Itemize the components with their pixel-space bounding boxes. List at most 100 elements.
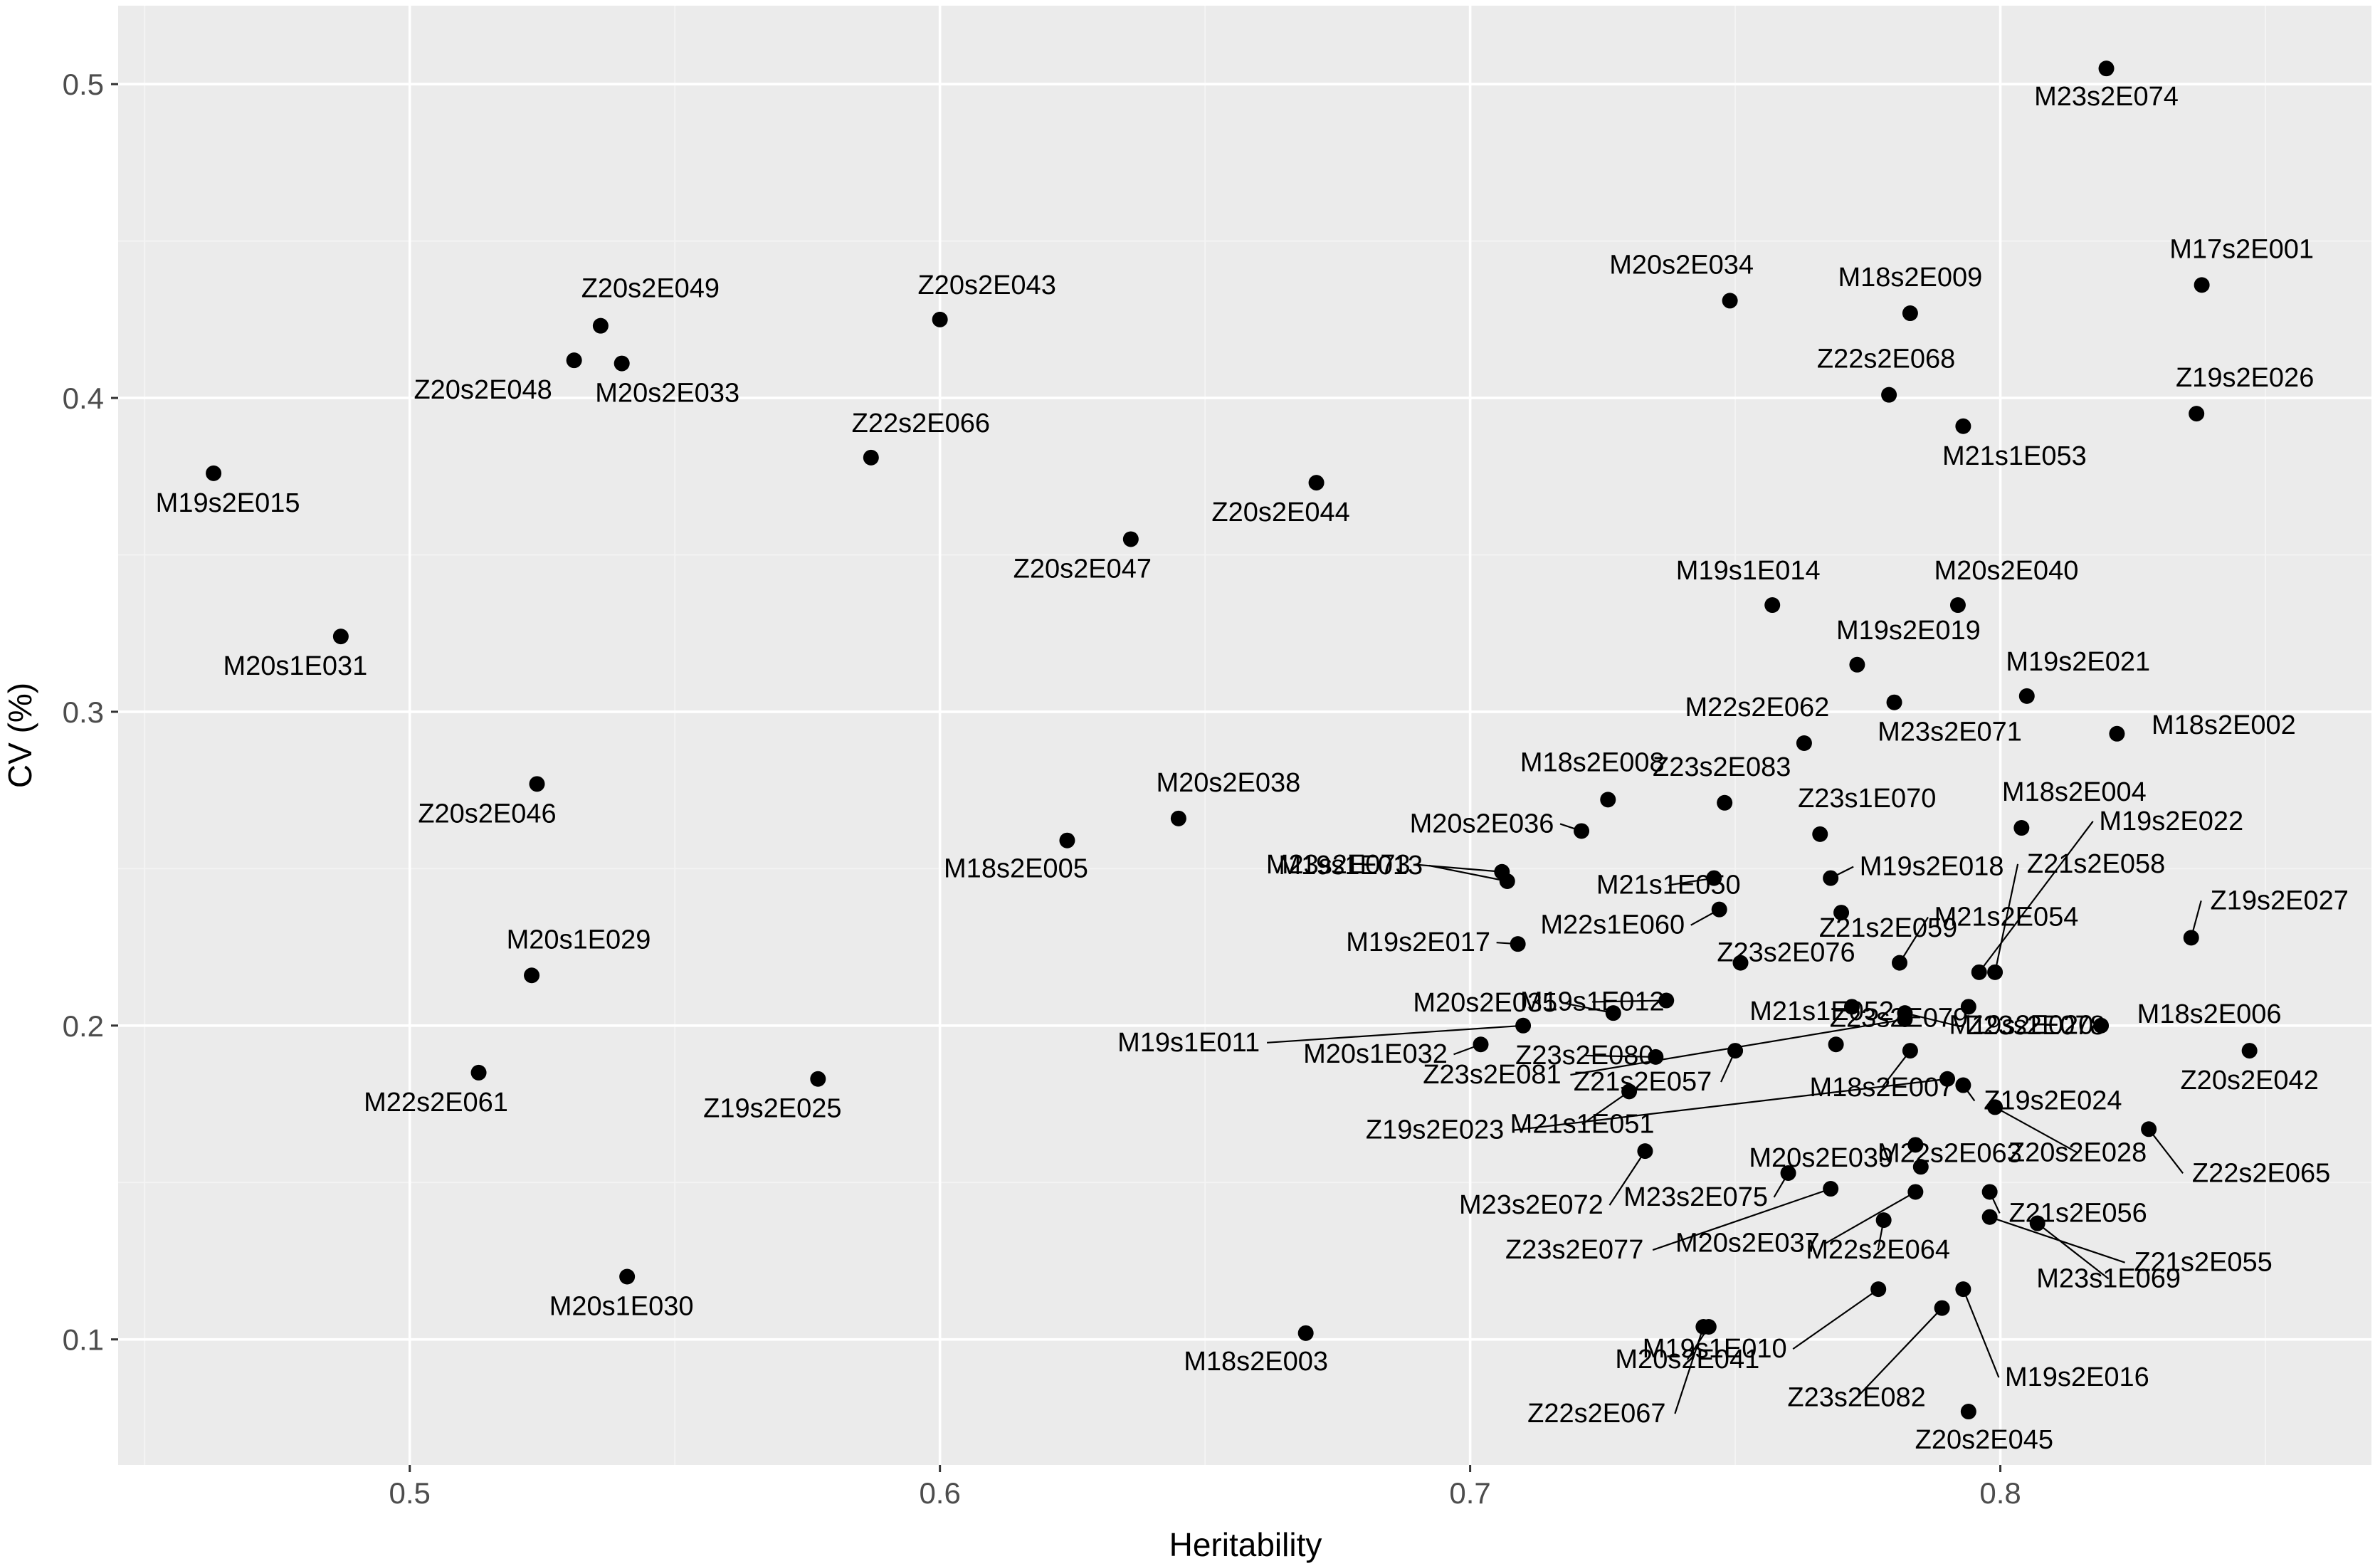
label-leader-line — [1652, 1188, 1831, 1251]
data-point — [1637, 1143, 1653, 1160]
x-tick-label: 0.8 — [1979, 1476, 2021, 1510]
data-point — [1780, 1165, 1796, 1181]
x-tick-label: 0.7 — [1449, 1476, 1490, 1510]
data-point — [1939, 1071, 1956, 1087]
point-label: Z20s2E048 — [414, 375, 552, 405]
label-leader-line — [2037, 1222, 2110, 1280]
point-label: Z21s2E055 — [2134, 1248, 2272, 1278]
point-label: M20s2E039 — [1749, 1143, 1893, 1173]
point-label: M23s2E074 — [2034, 82, 2179, 112]
y-axis-title: CV (%) — [1, 683, 38, 788]
data-point — [592, 317, 609, 334]
data-point — [1833, 905, 1850, 921]
point-label: M19s1E014 — [1676, 556, 1821, 586]
point-label: M20s2E041 — [1615, 1345, 1759, 1375]
data-point — [1812, 826, 1828, 842]
data-point — [1621, 1083, 1638, 1100]
data-point — [1122, 531, 1139, 547]
data-point — [1574, 823, 1590, 839]
point-label: M21s1E050 — [1596, 871, 1741, 900]
data-point — [863, 449, 879, 466]
data-point — [1823, 1181, 1839, 1197]
data-point — [932, 311, 948, 327]
x-tick-label: 0.5 — [389, 1476, 431, 1510]
point-label: Z20s2E043 — [917, 270, 1055, 300]
data-point — [1695, 1319, 1712, 1335]
data-point — [1955, 1281, 1971, 1298]
data-point — [1960, 999, 1976, 1015]
point-label: M18s2E006 — [2137, 999, 2282, 1029]
data-point — [1823, 870, 1839, 886]
data-point — [1658, 992, 1675, 1009]
label-leader-line — [1608, 1150, 1646, 1206]
axes: 0.5 0.6 0.7 0.8 0.1 0.2 0.3 0.4 0.5 — [63, 68, 2021, 1510]
point-label: Z22s2E066 — [852, 409, 990, 438]
data-point — [1717, 794, 1733, 811]
data-point — [1960, 1404, 1976, 1420]
point-label: M20s1E032 — [1303, 1039, 1448, 1069]
point-label: Z23s2E077 — [1505, 1235, 1643, 1265]
label-leader-line — [1792, 1288, 1879, 1350]
point-label: M21s1E053 — [1942, 441, 2087, 471]
point-label: Z21s2E058 — [2027, 849, 2165, 879]
label-leader-line — [1994, 1106, 2078, 1154]
point-label: Z21s2E059 — [1819, 913, 1957, 943]
data-point — [1881, 387, 1897, 403]
point-label: Z23s2E078 — [1966, 1011, 2105, 1041]
label-leader-line — [1905, 1012, 1958, 1027]
point-label: Z21s2E056 — [2008, 1198, 2147, 1228]
data-points — [206, 61, 2258, 1420]
data-point — [1732, 955, 1749, 971]
data-point — [529, 776, 545, 792]
grid-lines — [118, 6, 2371, 1465]
point-label: M18s2E007 — [1809, 1073, 1954, 1103]
label-leader-line — [1592, 999, 1667, 1003]
data-point — [1902, 305, 1918, 322]
point-label: Z19s2E025 — [703, 1094, 841, 1124]
data-point — [2141, 1121, 2157, 1137]
label-leader-line — [1428, 864, 1507, 883]
point-label: Z20s2E042 — [2180, 1066, 2318, 1095]
point-label: M23s2E072 — [1459, 1190, 1604, 1220]
data-point — [2194, 277, 2210, 293]
data-point — [1897, 1011, 1913, 1027]
data-point — [206, 465, 222, 481]
point-label: Z20s2E045 — [1915, 1425, 2053, 1455]
point-label: M19s2E018 — [1860, 852, 2004, 882]
data-point — [619, 1268, 636, 1285]
y-tick-label: 0.4 — [63, 382, 104, 415]
label-leader-line — [1978, 821, 2094, 973]
plot-panel — [118, 6, 2371, 1465]
data-point — [2093, 1017, 2110, 1034]
data-point — [2029, 1215, 2045, 1231]
point-label: M20s2E033 — [595, 379, 739, 409]
data-point — [1892, 955, 1908, 971]
point-label: M20s2E040 — [1934, 556, 2079, 586]
data-point — [2109, 725, 2125, 742]
point-label: Z23s2E076 — [1717, 938, 1855, 968]
point-label: Z23s2E081 — [1423, 1060, 1561, 1090]
label-leader-line — [1825, 1191, 1916, 1244]
data-point — [2018, 688, 2035, 704]
point-label: M23s2E073 — [1266, 850, 1411, 880]
data-point — [2183, 930, 2199, 946]
point-label: M19s2E019 — [1836, 616, 1981, 646]
point-label: M22s2E064 — [1806, 1235, 1950, 1265]
point-label: Z20s2E049 — [581, 274, 720, 304]
data-point — [1828, 1036, 1844, 1053]
point-label: M20s2E038 — [1156, 768, 1300, 798]
data-point — [1987, 964, 2003, 980]
point-label: Z23s2E079 — [1830, 1003, 1968, 1033]
data-point — [1515, 1017, 1532, 1034]
point-label: M20s1E031 — [223, 651, 367, 681]
data-point — [1886, 694, 1902, 710]
point-label: M19s1E010 — [1643, 1334, 1787, 1364]
point-label: Z21s2E057 — [1574, 1067, 1712, 1097]
data-point — [1934, 1300, 1950, 1316]
data-point — [1510, 936, 1526, 952]
point-label: M19s2E021 — [2006, 647, 2150, 677]
data-point — [810, 1071, 826, 1087]
data-point — [1499, 873, 1515, 889]
data-point — [1170, 810, 1186, 826]
data-point — [1875, 1212, 1892, 1229]
